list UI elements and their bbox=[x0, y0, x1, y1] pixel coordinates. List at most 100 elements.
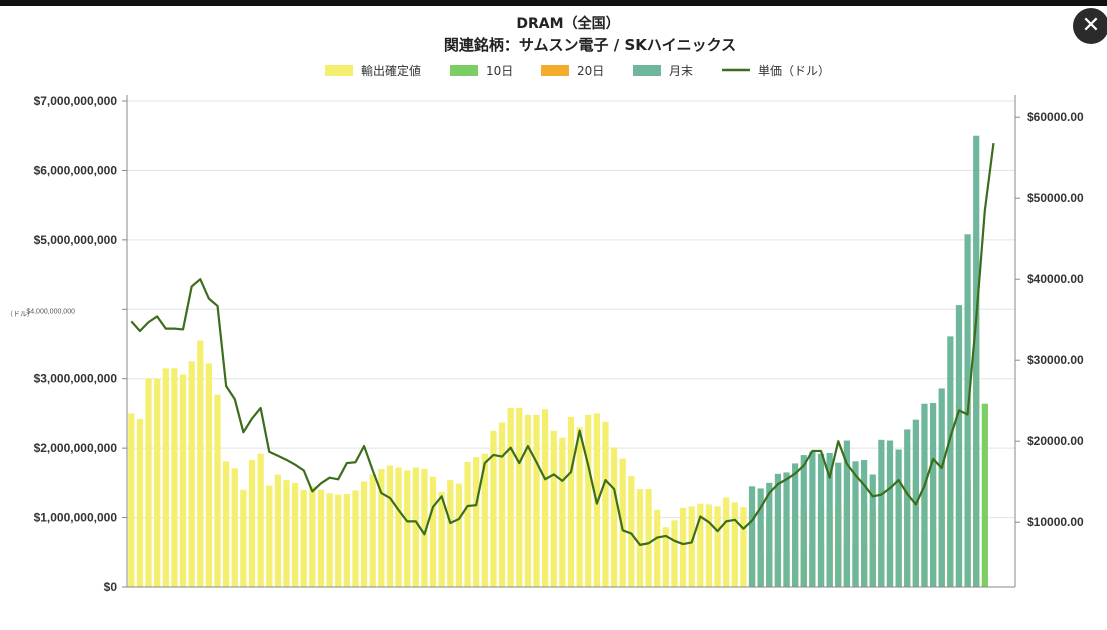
bar-export-confirmed-64 bbox=[679, 507, 687, 587]
bar-export-confirmed-43 bbox=[498, 422, 506, 587]
close-button[interactable]: ✕ bbox=[1073, 8, 1107, 44]
bar-export-confirmed-18 bbox=[283, 480, 290, 587]
chart-axes bbox=[126, 95, 1016, 588]
bar-export-confirmed-26 bbox=[352, 490, 359, 587]
bar-export-confirmed-55 bbox=[602, 421, 609, 587]
bar-export-confirmed-59 bbox=[636, 489, 644, 587]
right-tick-label-1: $20000.00 bbox=[1027, 434, 1084, 448]
bar-month-end-73 bbox=[757, 488, 764, 587]
right-tick-label-2: $30000.00 bbox=[1027, 353, 1084, 367]
bar-export-confirmed-29 bbox=[378, 468, 385, 587]
left-axis-ticks: $0 $1,000,000,000 $2,000,000,000 $3,000,000… bbox=[26, 94, 127, 594]
bar-export-confirmed-11 bbox=[223, 461, 230, 587]
bar-export-confirmed-9 bbox=[205, 363, 213, 587]
bar-month-end-94 bbox=[938, 388, 945, 587]
bar-month-end-82 bbox=[835, 462, 842, 587]
chart-legend: 輸出確定値 10日 20日 月末 単価（ドル） bbox=[325, 63, 830, 78]
bar-export-confirmed-5 bbox=[171, 368, 178, 587]
bar-export-confirmed-32 bbox=[404, 470, 411, 587]
line-unit-price bbox=[130, 142, 995, 546]
bar-export-confirmed-39 bbox=[464, 462, 471, 587]
bar-export-confirmed-68 bbox=[714, 506, 721, 587]
bar-export-confirmed-4 bbox=[162, 368, 169, 587]
bar-month-end-93 bbox=[929, 403, 937, 587]
bar-month-end-83 bbox=[843, 440, 850, 587]
bar-export-confirmed-52 bbox=[576, 427, 583, 587]
bar-month-end-92 bbox=[921, 403, 928, 587]
bar-export-confirmed-50 bbox=[559, 437, 566, 587]
bar-export-confirmed-25 bbox=[343, 493, 350, 587]
bar-export-confirmed-70 bbox=[731, 502, 738, 587]
bar-export-confirmed-27 bbox=[360, 481, 368, 587]
bar-month-end-87 bbox=[878, 439, 885, 587]
bar-export-confirmed-62 bbox=[662, 527, 669, 587]
bar-export-confirmed-12 bbox=[231, 468, 238, 587]
bar-export-confirmed-8 bbox=[197, 340, 204, 587]
bar-export-confirmed-42 bbox=[490, 430, 497, 587]
bar-export-confirmed-36 bbox=[438, 491, 445, 587]
legend-swatch-month-end bbox=[633, 65, 661, 76]
left-tick-label-6: $6,000,000,000 bbox=[34, 163, 118, 177]
bar-export-confirmed-10 bbox=[214, 394, 221, 587]
bar-month-end-98 bbox=[973, 135, 980, 587]
legend-label-20th: 20日 bbox=[577, 64, 604, 78]
bar-export-confirmed-53 bbox=[585, 414, 592, 587]
bar-export-confirmed-60 bbox=[645, 489, 652, 587]
bar-export-confirmed-47 bbox=[533, 414, 540, 587]
bar-export-confirmed-7 bbox=[188, 361, 195, 587]
bar-export-confirmed-6 bbox=[179, 374, 187, 587]
bar-export-confirmed-69 bbox=[723, 497, 730, 587]
bar-export-confirmed-46 bbox=[524, 414, 531, 587]
bar-export-confirmed-14 bbox=[248, 459, 256, 587]
left-axis-unit-label: （ドル） bbox=[6, 310, 34, 318]
chart-line bbox=[130, 142, 995, 546]
bar-export-confirmed-24 bbox=[335, 494, 342, 587]
bar-export-confirmed-23 bbox=[326, 493, 333, 587]
legend-swatch-10th bbox=[450, 65, 478, 76]
bar-month-end-79 bbox=[809, 451, 816, 587]
bar-month-end-96 bbox=[955, 305, 963, 587]
bar-export-confirmed-38 bbox=[455, 483, 463, 587]
bar-month-end-85 bbox=[861, 459, 868, 587]
bar-export-confirmed-1 bbox=[136, 418, 144, 587]
bar-export-confirmed-28 bbox=[369, 474, 376, 587]
bar-month-end-90 bbox=[904, 429, 911, 587]
chart-title: DRAM（全国） bbox=[516, 15, 619, 32]
bar-export-confirmed-41 bbox=[481, 453, 488, 587]
bar-export-confirmed-3 bbox=[154, 378, 161, 587]
legend-label-unit-price: 単価（ドル） bbox=[758, 64, 830, 78]
right-tick-label-5: $60000.00 bbox=[1027, 110, 1084, 124]
legend-label-month-end: 月末 bbox=[669, 64, 693, 78]
bar-export-confirmed-22 bbox=[317, 489, 325, 587]
bar-export-confirmed-15 bbox=[257, 453, 264, 587]
bar-month-end-86 bbox=[869, 474, 876, 587]
chart-bars bbox=[128, 135, 988, 588]
bar-month-end-72 bbox=[748, 486, 756, 587]
bar-export-confirmed-57 bbox=[619, 458, 626, 587]
right-tick-label-4: $50000.00 bbox=[1027, 191, 1084, 205]
bar-export-confirmed-71 bbox=[740, 507, 747, 587]
bar-export-confirmed-35 bbox=[429, 476, 437, 587]
bar-export-confirmed-30 bbox=[386, 465, 394, 587]
bar-export-confirmed-63 bbox=[671, 520, 678, 587]
bar-export-confirmed-16 bbox=[266, 485, 273, 587]
bar-export-confirmed-20 bbox=[300, 489, 307, 587]
bar-export-confirmed-34 bbox=[421, 468, 428, 587]
bar-export-confirmed-66 bbox=[697, 503, 704, 587]
bar-export-confirmed-48 bbox=[542, 409, 549, 587]
bar-export-confirmed-45 bbox=[516, 407, 523, 587]
bar-month-end-89 bbox=[895, 449, 902, 587]
bar-export-confirmed-58 bbox=[628, 475, 635, 587]
right-tick-label-0: $10000.00 bbox=[1027, 515, 1084, 529]
bar-month-end-95 bbox=[947, 336, 954, 587]
bar-export-confirmed-13 bbox=[240, 489, 247, 587]
left-tick-label-2: $2,000,000,000 bbox=[34, 441, 118, 455]
bar-export-confirmed-21 bbox=[309, 486, 316, 587]
bar-export-confirmed-65 bbox=[688, 506, 695, 587]
bar-export-confirmed-56 bbox=[611, 447, 618, 587]
bar-month-end-75 bbox=[774, 473, 782, 587]
right-tick-label-3: $40000.00 bbox=[1027, 272, 1084, 286]
legend-swatch-20th bbox=[541, 65, 569, 76]
left-tick-label-7: $7,000,000,000 bbox=[34, 94, 118, 108]
